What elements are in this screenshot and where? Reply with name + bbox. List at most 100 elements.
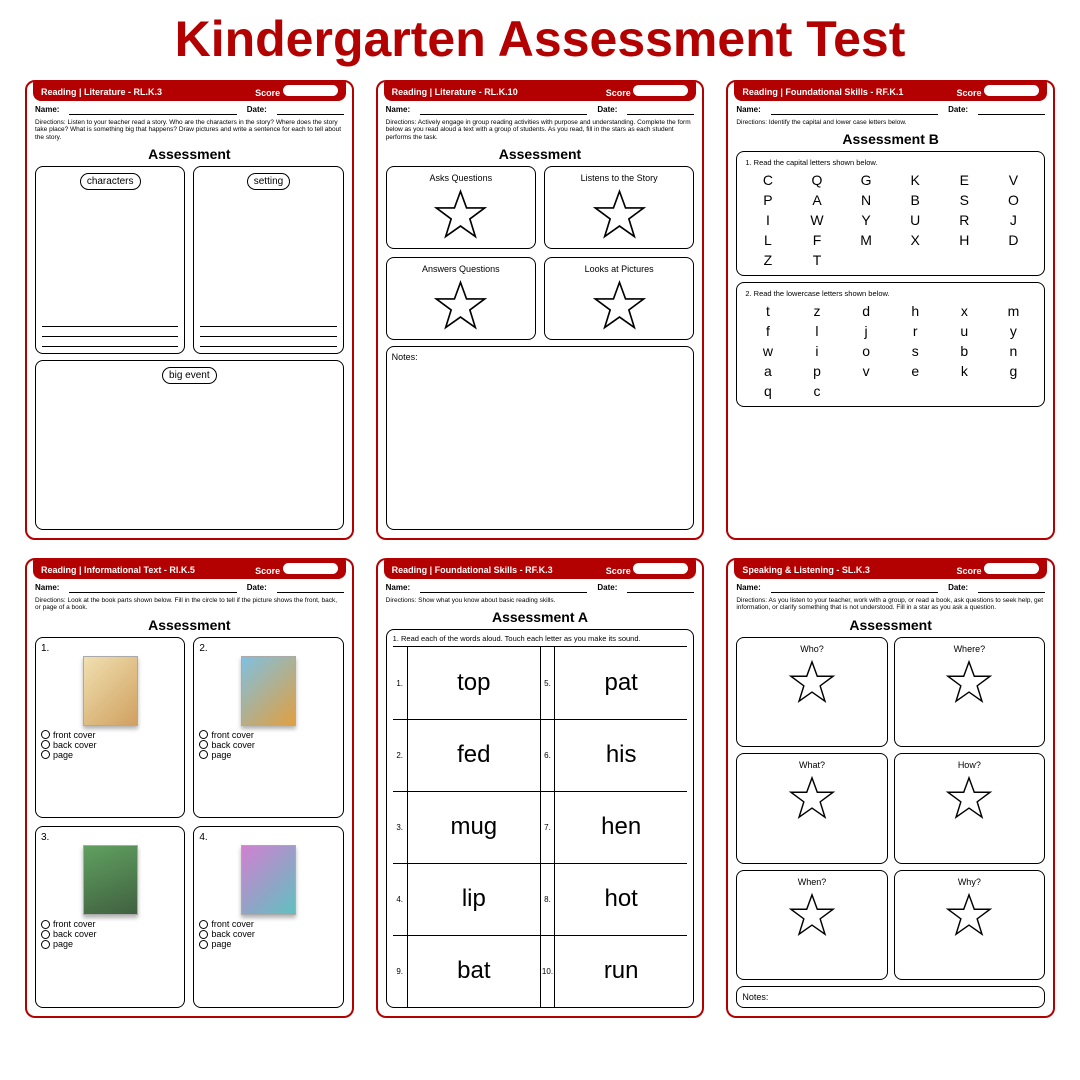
radio-icon[interactable] <box>199 750 208 759</box>
radio-icon[interactable] <box>41 940 50 949</box>
option-row[interactable]: back cover <box>41 740 179 750</box>
letter-cell: b <box>942 342 987 360</box>
letter-cell: C <box>745 171 790 189</box>
word-number: 1. <box>393 646 407 718</box>
directions-text: Directions: As you listen to your teache… <box>728 595 1053 615</box>
radio-icon[interactable] <box>199 920 208 929</box>
score-label: Score <box>606 85 689 98</box>
option-label: back cover <box>53 740 97 750</box>
worksheet-card: Reading | Informational Text - RI.K.5 Sc… <box>25 558 354 1018</box>
question-label: What? <box>799 760 825 770</box>
book-image <box>83 656 138 726</box>
section-title: Assessment <box>27 146 352 162</box>
letter-cell: n <box>991 342 1036 360</box>
option-label: back cover <box>211 740 255 750</box>
letter-cell: V <box>991 171 1036 189</box>
letter-cell: P <box>745 191 790 209</box>
letter-cell: a <box>745 362 790 380</box>
radio-icon[interactable] <box>41 730 50 739</box>
letter-cell: g <box>991 362 1036 380</box>
name-label: Name: <box>736 583 760 593</box>
panel-instruction: 2. Read the lowercase letters shown belo… <box>745 289 1036 298</box>
star-label: Answers Questions <box>422 264 500 274</box>
letter-cell: w <box>745 342 790 360</box>
option-row[interactable]: page <box>199 939 337 949</box>
letter-cell: D <box>991 231 1036 249</box>
radio-icon[interactable] <box>199 730 208 739</box>
name-label: Name: <box>35 583 59 593</box>
letter-cell: c <box>794 382 839 400</box>
option-row[interactable]: page <box>41 750 179 760</box>
name-label: Name: <box>386 583 410 593</box>
option-row[interactable]: front cover <box>41 730 179 740</box>
option-label: page <box>211 939 231 949</box>
worksheet-card: Reading | Literature - RL.K.10 Score Nam… <box>376 80 705 540</box>
option-row[interactable]: page <box>41 939 179 949</box>
question-star-box: Who? <box>736 637 887 747</box>
option-label: page <box>211 750 231 760</box>
radio-icon[interactable] <box>199 940 208 949</box>
letter-cell: U <box>893 211 938 229</box>
meta-row: Name:Date: <box>27 101 352 117</box>
cell-number: 3. <box>41 832 179 843</box>
question-label: Why? <box>958 877 981 887</box>
option-row[interactable]: back cover <box>199 929 337 939</box>
star-icon <box>433 187 488 242</box>
letter-cell: K <box>893 171 938 189</box>
question-star-box: Where? <box>894 637 1045 747</box>
letter-cell: t <box>745 302 790 320</box>
option-row[interactable]: front cover <box>199 919 337 929</box>
option-row[interactable]: front cover <box>41 919 179 929</box>
letter-cell: s <box>893 342 938 360</box>
radio-icon[interactable] <box>199 740 208 749</box>
letter-cell: O <box>991 191 1036 209</box>
radio-icon[interactable] <box>199 930 208 939</box>
option-label: front cover <box>53 730 96 740</box>
star-icon <box>788 891 836 939</box>
section-title: Assessment <box>728 617 1053 633</box>
radio-icon[interactable] <box>41 750 50 759</box>
letter-cell: W <box>794 211 839 229</box>
cell-number: 1. <box>41 643 179 654</box>
radio-icon[interactable] <box>41 930 50 939</box>
name-label: Name: <box>35 105 59 115</box>
option-row[interactable]: page <box>199 750 337 760</box>
notes-box: Notes: <box>386 346 695 530</box>
option-row[interactable]: back cover <box>199 740 337 750</box>
letter-cell: T <box>794 251 839 269</box>
star-box: Asks Questions <box>386 166 536 249</box>
question-star-box: Why? <box>894 870 1045 980</box>
letter-cell: Y <box>844 211 889 229</box>
cell-number: 2. <box>199 643 337 654</box>
letter-cell: H <box>942 231 987 249</box>
letter-cell: F <box>794 231 839 249</box>
letter-cell: S <box>942 191 987 209</box>
letter-cell: X <box>893 231 938 249</box>
word-number: 7. <box>540 791 554 863</box>
radio-icon[interactable] <box>41 740 50 749</box>
letter-cell: m <box>991 302 1036 320</box>
option-label: page <box>53 939 73 949</box>
option-label: back cover <box>211 929 255 939</box>
score-label: Score <box>956 563 1039 576</box>
lowercase-grid: tzdhxmfljruywiosbnapvekgqc <box>745 302 1036 400</box>
word-instruction: 1. Read each of the words aloud. Touch e… <box>393 634 688 643</box>
worksheet-card: Reading | Literature - RL.K.3 Score Name… <box>25 80 354 540</box>
word-value: run <box>554 935 687 1007</box>
date-label: Date: <box>597 105 617 115</box>
directions-text: Directions: Actively engage in group rea… <box>378 117 703 144</box>
letter-cell: N <box>844 191 889 209</box>
word-number: 10. <box>540 935 554 1007</box>
question-star-box: What? <box>736 753 887 863</box>
worksheet-card: Reading | Foundational Skills - RF.K.1 S… <box>726 80 1055 540</box>
header-label: Reading | Informational Text - RI.K.5 <box>41 565 195 575</box>
option-label: page <box>53 750 73 760</box>
header-label: Reading | Foundational Skills - RF.K.1 <box>742 87 903 97</box>
option-row[interactable]: front cover <box>199 730 337 740</box>
word-value: fed <box>407 719 540 791</box>
book-cell: 3. front coverback coverpage <box>35 826 185 1008</box>
option-row[interactable]: back cover <box>41 929 179 939</box>
option-label: front cover <box>211 919 254 929</box>
letter-cell: q <box>745 382 790 400</box>
radio-icon[interactable] <box>41 920 50 929</box>
